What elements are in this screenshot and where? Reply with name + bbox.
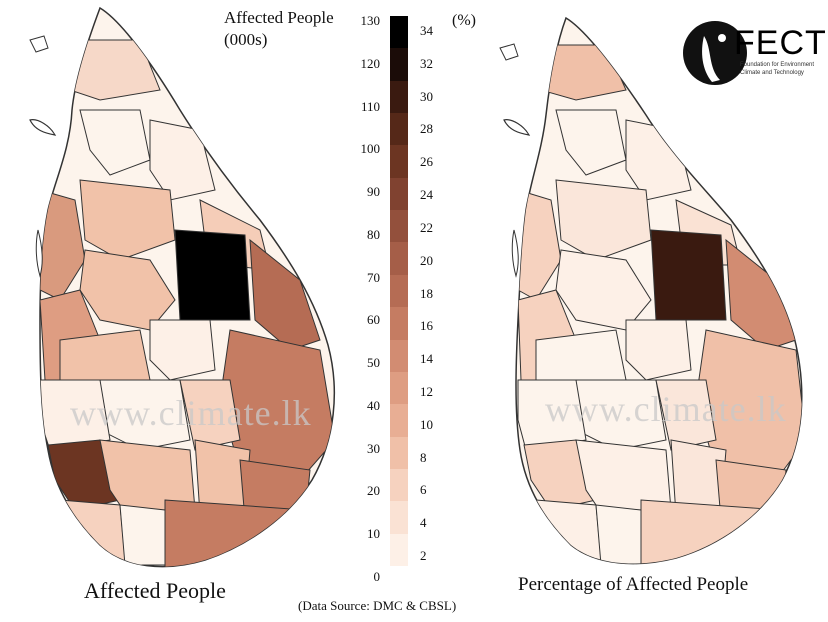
district-matara-pct	[595, 504, 642, 564]
legend-right-tick: 4	[420, 515, 427, 531]
logo-emblem-icon	[683, 21, 747, 85]
legend-right-tick: 34	[420, 23, 433, 38]
legend-right-tick: 30	[420, 88, 433, 104]
legend-swatch	[390, 80, 408, 114]
legend-right-tick: 18	[420, 285, 433, 301]
district-matale	[149, 319, 216, 381]
district-nuwaraeliya	[179, 379, 241, 451]
right-map-caption: Percentage of Affected People	[518, 574, 749, 595]
logo-text: FECT	[734, 24, 827, 62]
legend-left-tick: 40	[367, 397, 380, 413]
legend-swatch	[390, 501, 408, 535]
district-vavuniya	[79, 179, 176, 261]
legend-right-tick: 8	[420, 449, 427, 465]
legend-swatch	[390, 210, 408, 243]
district-mannar	[40, 189, 86, 301]
legend-right-tick: 6	[420, 482, 427, 498]
district-polonnaruwa-pct	[650, 229, 727, 321]
right-map	[499, 16, 803, 565]
district-nuwaraeliya-pct	[655, 379, 717, 451]
legend-swatch	[390, 468, 408, 502]
legend-left-tick: 80	[367, 226, 380, 242]
district-kilinochchi-pct	[555, 109, 627, 176]
legend-title-line1: Affected People	[224, 8, 334, 27]
legend-swatch	[390, 533, 408, 567]
legend-left-tick: 130	[360, 13, 381, 28]
legend-left-tick: 70	[367, 269, 380, 285]
legend-title-line2: (000s)	[224, 30, 268, 49]
legend-left-tick: 120	[360, 55, 381, 71]
district-matara	[119, 504, 166, 566]
right-watermark: www.climate.lk	[545, 389, 787, 429]
district-hambantota	[164, 499, 306, 567]
fect-logo: FECT Foundation for Environment Climate …	[682, 18, 826, 88]
legend-left-tick: 20	[367, 483, 380, 499]
legend-left-tick: 0	[373, 569, 381, 584]
district-kilinochchi	[79, 109, 151, 176]
legend-left-tick: 10	[367, 526, 380, 542]
legend-swatch	[390, 16, 408, 49]
legend-right-tick: 10	[420, 416, 433, 432]
district-hambantota-pct	[640, 499, 782, 564]
legend-swatch	[390, 274, 408, 308]
legend-right-tick: 20	[420, 252, 433, 268]
district-galle	[59, 499, 126, 566]
legend-right-tick: 26	[420, 154, 433, 170]
left-watermark: www.climate.lk	[70, 393, 312, 433]
logo-small-line-1: Foundation for Environment	[740, 62, 815, 68]
district-mullaitivu	[149, 119, 216, 201]
legend-right-tick: 16	[420, 318, 433, 334]
legend-right-tick: 22	[420, 219, 433, 235]
legend-pct-unit: (%)	[452, 12, 476, 29]
legend-swatch	[390, 371, 408, 405]
district-batticaloa	[249, 238, 321, 351]
legend-right-tick: 24	[420, 187, 433, 203]
legend-swatch	[390, 404, 408, 438]
legend-right-tick: 2	[420, 548, 427, 563]
legend-swatch	[390, 113, 408, 146]
legend-swatch	[390, 307, 408, 341]
legend-swatch	[390, 436, 408, 470]
legend-right-tick: 32	[420, 55, 433, 71]
legend-left-tick: 30	[367, 440, 380, 456]
left-map-caption: Affected People	[84, 578, 226, 603]
legend-swatch	[390, 242, 408, 276]
legend-right-tick: 12	[420, 383, 433, 399]
legend-right-tick: 14	[420, 351, 433, 367]
legend-left-tick: 50	[367, 355, 380, 371]
legend-swatch	[390, 48, 408, 82]
data-source-note: (Data Source: DMC & CBSL)	[298, 598, 457, 613]
legend-left-tick: 90	[367, 184, 380, 200]
left-map	[29, 6, 336, 568]
district-galle-pct	[535, 499, 602, 564]
legend-swatch	[390, 177, 408, 211]
district-jaffna	[59, 39, 161, 101]
legend-left-tick: 60	[367, 312, 380, 328]
district-vavuniya-pct	[555, 179, 652, 261]
logo-small-line-2: Climate and Technology	[740, 70, 804, 76]
district-matale-pct	[625, 319, 692, 381]
legend-left-tick: 110	[360, 98, 380, 114]
district-jaffna-pct	[535, 44, 627, 101]
district-polonnaruwa	[174, 229, 251, 321]
legend-swatch	[390, 339, 408, 373]
legend-left-tick: 100	[360, 141, 381, 157]
legend-right-tick: 28	[420, 121, 433, 137]
legend-swatch	[390, 145, 408, 179]
